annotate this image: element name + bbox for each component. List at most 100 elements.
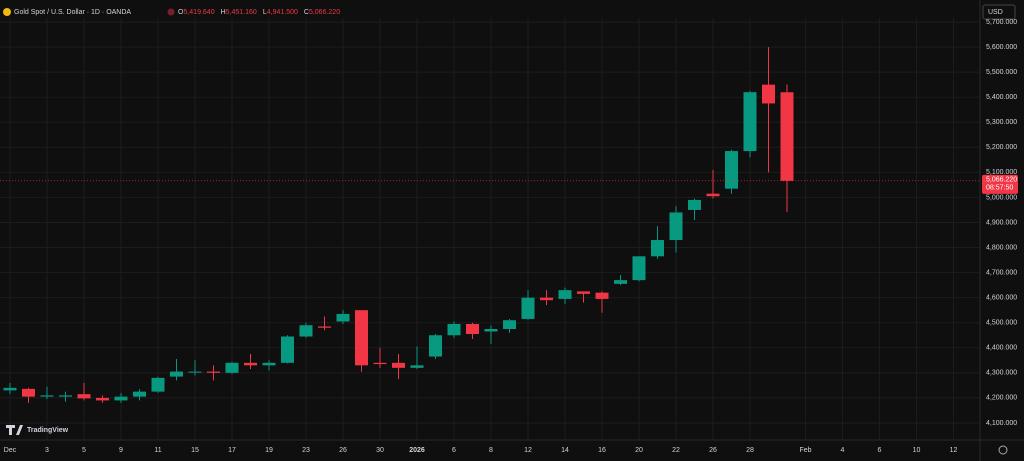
x-tick-label: 14 (561, 447, 569, 454)
ohlc-value: 5,066.220 (309, 9, 340, 16)
x-tick-label: 8 (489, 447, 493, 454)
y-tick-label: 5,700.000 (986, 19, 1017, 26)
x-tick-label: 17 (228, 447, 236, 454)
candle-body (133, 391, 146, 397)
x-tick-label: 20 (635, 447, 643, 454)
candle-body (614, 280, 627, 284)
candle-body (540, 297, 553, 301)
symbol-header: Gold Spot / U.S. Dollar · 1D · OANDA (14, 9, 131, 16)
candle-body (429, 335, 442, 357)
x-tick-label: 6 (878, 447, 882, 454)
watermark: TradingView (27, 427, 69, 434)
candle-body (3, 387, 17, 391)
candle-body (96, 397, 109, 401)
y-tick-label: 5,600.000 (986, 44, 1017, 51)
last-price-tag (982, 174, 1018, 194)
y-tick-label: 5,500.000 (986, 69, 1017, 76)
status-dot (167, 8, 175, 16)
logo[interactable]: TradingView (6, 425, 69, 435)
candle-body (77, 394, 91, 399)
candle-body (373, 362, 387, 365)
x-tick-label: 4 (841, 447, 845, 454)
ohlc-item: H5,451.160 (221, 9, 257, 16)
candle-body (355, 310, 368, 366)
ohlc-item: C5,066.220 (304, 9, 340, 16)
candle-body (466, 323, 479, 334)
x-tick-label: Dec (4, 447, 17, 454)
ohlc-item: O5,419.640 (178, 9, 215, 16)
y-tick-label: 5,000.000 (986, 194, 1017, 201)
x-tick-label: 30 (376, 447, 384, 454)
y-tick-label: 5,100.000 (986, 169, 1017, 176)
candle-body (170, 371, 183, 377)
settings-icon[interactable] (998, 445, 1008, 455)
candle-body (503, 320, 516, 329)
countdown: 08:57:50 (986, 185, 1013, 192)
candle-body (595, 292, 609, 299)
ohlc-key: L (263, 9, 267, 16)
candle-body (410, 365, 424, 368)
currency[interactable]: USD (988, 9, 1003, 16)
candle-body (447, 323, 461, 336)
candle-body (225, 362, 239, 373)
y-tick-label: 5,200.000 (986, 144, 1017, 151)
candle-body (725, 151, 738, 189)
candle-body (743, 92, 757, 152)
x-tick-label: 22 (672, 447, 680, 454)
candle-body (114, 396, 128, 401)
candle-body (651, 240, 664, 257)
ohlc-item: L4,941.500 (263, 9, 298, 16)
currency-box[interactable] (982, 4, 1016, 20)
x-tick-label: 5 (82, 447, 86, 454)
x-tick-label: 12 (524, 447, 532, 454)
x-tick-label: 9 (119, 447, 123, 454)
x-tick-label: 26 (339, 447, 347, 454)
x-tick-label: 26 (709, 447, 717, 454)
candle-body (780, 92, 794, 181)
x-tick-label: 10 (913, 447, 921, 454)
ohlc-key: C (304, 9, 309, 16)
x-tick-label: 11 (154, 447, 161, 454)
x-tick-label: 6 (452, 447, 456, 454)
x-tick-label: 2026 (409, 447, 425, 454)
x-tick-label: 12 (950, 447, 958, 454)
candle-body (558, 290, 572, 299)
x-tick-label: 28 (746, 447, 754, 454)
candle-body (151, 377, 165, 392)
x-tick-label: 19 (265, 447, 273, 454)
y-tick-label: 4,300.000 (986, 370, 1017, 377)
symbol-icon[interactable] (3, 8, 11, 16)
x-tick-label: 16 (598, 447, 606, 454)
x-tick-label: Feb (799, 447, 811, 454)
x-tick-label: 3 (45, 447, 49, 454)
candle-body (281, 336, 294, 363)
y-tick-label: 4,100.000 (986, 420, 1017, 427)
last-price-label: 5,066.220 (986, 177, 1017, 184)
y-tick-label: 4,400.000 (986, 345, 1017, 352)
symbol-name[interactable]: Gold Spot / U.S. Dollar · 1D · OANDA (14, 9, 131, 16)
candle-body (521, 297, 535, 319)
ohlc-value: 4,941.500 (267, 9, 298, 16)
candle-body (688, 199, 701, 210)
candle-body (762, 84, 775, 104)
logo-icon (6, 425, 23, 435)
y-tick-label: 4,700.000 (986, 269, 1017, 276)
candle-body (484, 328, 498, 332)
y-tick-label: 4,200.000 (986, 395, 1017, 402)
candle-body (706, 193, 720, 197)
candle-body (299, 325, 313, 337)
ohlc-value: 5,451.160 (226, 9, 257, 16)
candle-body (59, 395, 72, 397)
y-tick-label: 4,900.000 (986, 219, 1017, 226)
candle-body (669, 212, 683, 241)
candle-body (188, 371, 202, 373)
candle-body (336, 313, 350, 322)
ohlc-value: 5,419.640 (183, 9, 214, 16)
ohlc-key: H (221, 9, 226, 16)
y-tick-label: 4,500.000 (986, 320, 1017, 327)
y-tick-label: 5,400.000 (986, 94, 1017, 101)
x-tick-label: 23 (302, 447, 310, 454)
candle-body (262, 362, 276, 366)
